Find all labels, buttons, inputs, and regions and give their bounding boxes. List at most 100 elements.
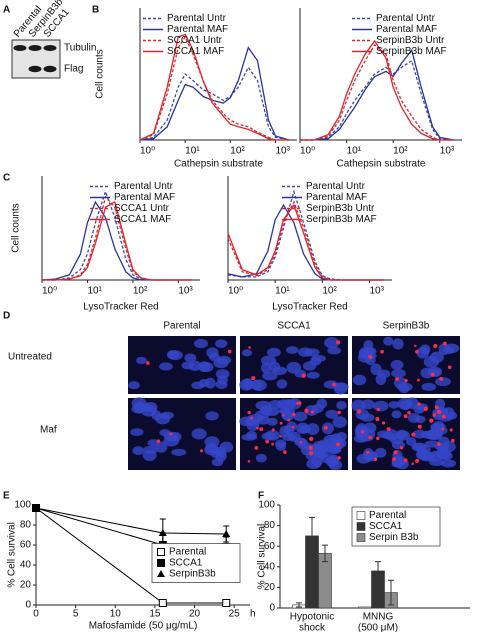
lysosome-dot: [381, 421, 386, 425]
lysosome-dot: [259, 427, 264, 432]
legend-label: SerpinB3b MAF: [376, 46, 447, 57]
lysosome-dot: [251, 376, 256, 381]
lysosome-dot: [336, 340, 341, 345]
series-line: [35, 507, 227, 535]
error-bar: [322, 544, 328, 563]
band: [28, 65, 42, 73]
nucleus: [191, 428, 207, 440]
x-tick-label: 10¹: [87, 286, 102, 297]
nucleus: [151, 410, 162, 421]
lysosome-dot: [247, 410, 251, 415]
nucleus: [171, 448, 187, 456]
nucleus: [317, 449, 329, 459]
y-axis-label: % Cell survival: [7, 522, 18, 588]
panel-label: B: [92, 5, 99, 16]
nucleus: [215, 380, 228, 389]
lysosome-dot: [292, 412, 296, 417]
lysosome-dot: [332, 382, 336, 387]
nucleus: [136, 356, 147, 365]
nucleus: [411, 442, 426, 452]
lysosome-dot: [414, 344, 417, 348]
x-tick-label: 10³: [369, 286, 384, 297]
x-tick-label: Hypotonic: [290, 612, 334, 623]
lysosome-dot: [250, 416, 254, 420]
lysosome-dot: [449, 428, 453, 432]
legend-label: Parental Untr: [376, 13, 436, 24]
x-axis-label: Mafosfamide (50 μg/mL): [89, 621, 198, 632]
y-tick-label: 100: [14, 500, 31, 511]
lysosome-dot: [287, 418, 291, 422]
lysosome-dot: [248, 346, 251, 349]
lysosome-dot: [437, 443, 440, 446]
lysosome-dot: [441, 427, 445, 431]
legend-swatch: [356, 511, 366, 520]
lysosome-dot: [393, 450, 398, 455]
legend-label: Parental MAF: [167, 24, 228, 35]
x-tick-label: 10¹: [347, 146, 362, 157]
lysosome-dot: [265, 439, 269, 444]
nucleus: [142, 449, 157, 461]
x-tick-label: MNNG: [363, 612, 394, 623]
x-tick-label: 25: [229, 609, 241, 620]
lysosome-dot: [380, 349, 384, 354]
lysosome-dot: [436, 409, 442, 415]
nucleus: [159, 362, 173, 371]
nucleus: [166, 350, 180, 360]
lysosome-dot: [282, 413, 285, 417]
band: [28, 45, 42, 51]
nucleus: [260, 362, 272, 374]
column-label: Parental: [163, 321, 200, 332]
band: [13, 45, 27, 51]
nucleus: [391, 368, 406, 378]
nucleus: [188, 360, 202, 372]
x-axis-label: LysoTracker Red: [83, 302, 158, 313]
x-tick-label: 10²: [393, 146, 408, 157]
nucleus: [405, 397, 419, 409]
nucleus: [423, 451, 436, 462]
marker: [157, 559, 165, 567]
legend-label: SCCA1: [169, 558, 203, 569]
row-label: Maf: [40, 425, 57, 436]
panel-label: E: [3, 491, 10, 502]
lysosome-dot: [360, 430, 365, 434]
nucleus: [247, 417, 260, 427]
nucleus: [193, 338, 209, 349]
lysosome-dot: [169, 432, 173, 436]
lysosome-dot: [376, 436, 380, 441]
lysosome-dot: [395, 377, 399, 381]
lysosome-dot: [404, 378, 408, 383]
legend-label: Serpin B3b: [369, 532, 419, 543]
nucleus: [205, 411, 219, 421]
nucleus: [241, 349, 253, 357]
x-tick-label: 10³: [178, 286, 193, 297]
nucleus: [255, 453, 267, 463]
lysosome-dot: [309, 451, 314, 456]
lysosome-dot: [392, 457, 396, 461]
lysosome-dot: [283, 450, 287, 454]
lysosome-dot: [430, 372, 435, 377]
x-tick-label: 10¹: [185, 146, 200, 157]
nucleus: [438, 451, 453, 461]
nucleus: [441, 441, 456, 453]
series-line: [300, 39, 454, 141]
x-tick-label: 20: [189, 609, 201, 620]
lysosome-dot: [254, 446, 259, 450]
lysosome-dot: [434, 405, 439, 410]
nucleus: [333, 383, 348, 395]
lysosome-dot: [356, 409, 362, 414]
lysosome-dot: [403, 414, 408, 419]
nucleus: [199, 361, 214, 373]
nucleus: [286, 361, 302, 374]
nucleus: [255, 400, 272, 411]
lysosome-dot: [375, 416, 380, 422]
x-tick-label: 10: [110, 609, 122, 620]
nucleus: [306, 423, 320, 436]
nucleus: [324, 337, 340, 349]
nucleus: [306, 371, 320, 379]
nucleus: [388, 401, 400, 409]
y-tick-label: 60: [20, 540, 32, 551]
nucleus: [421, 382, 437, 391]
nucleus: [415, 415, 426, 424]
lysosome-dot: [415, 458, 420, 463]
lysosome-dot: [411, 432, 416, 437]
